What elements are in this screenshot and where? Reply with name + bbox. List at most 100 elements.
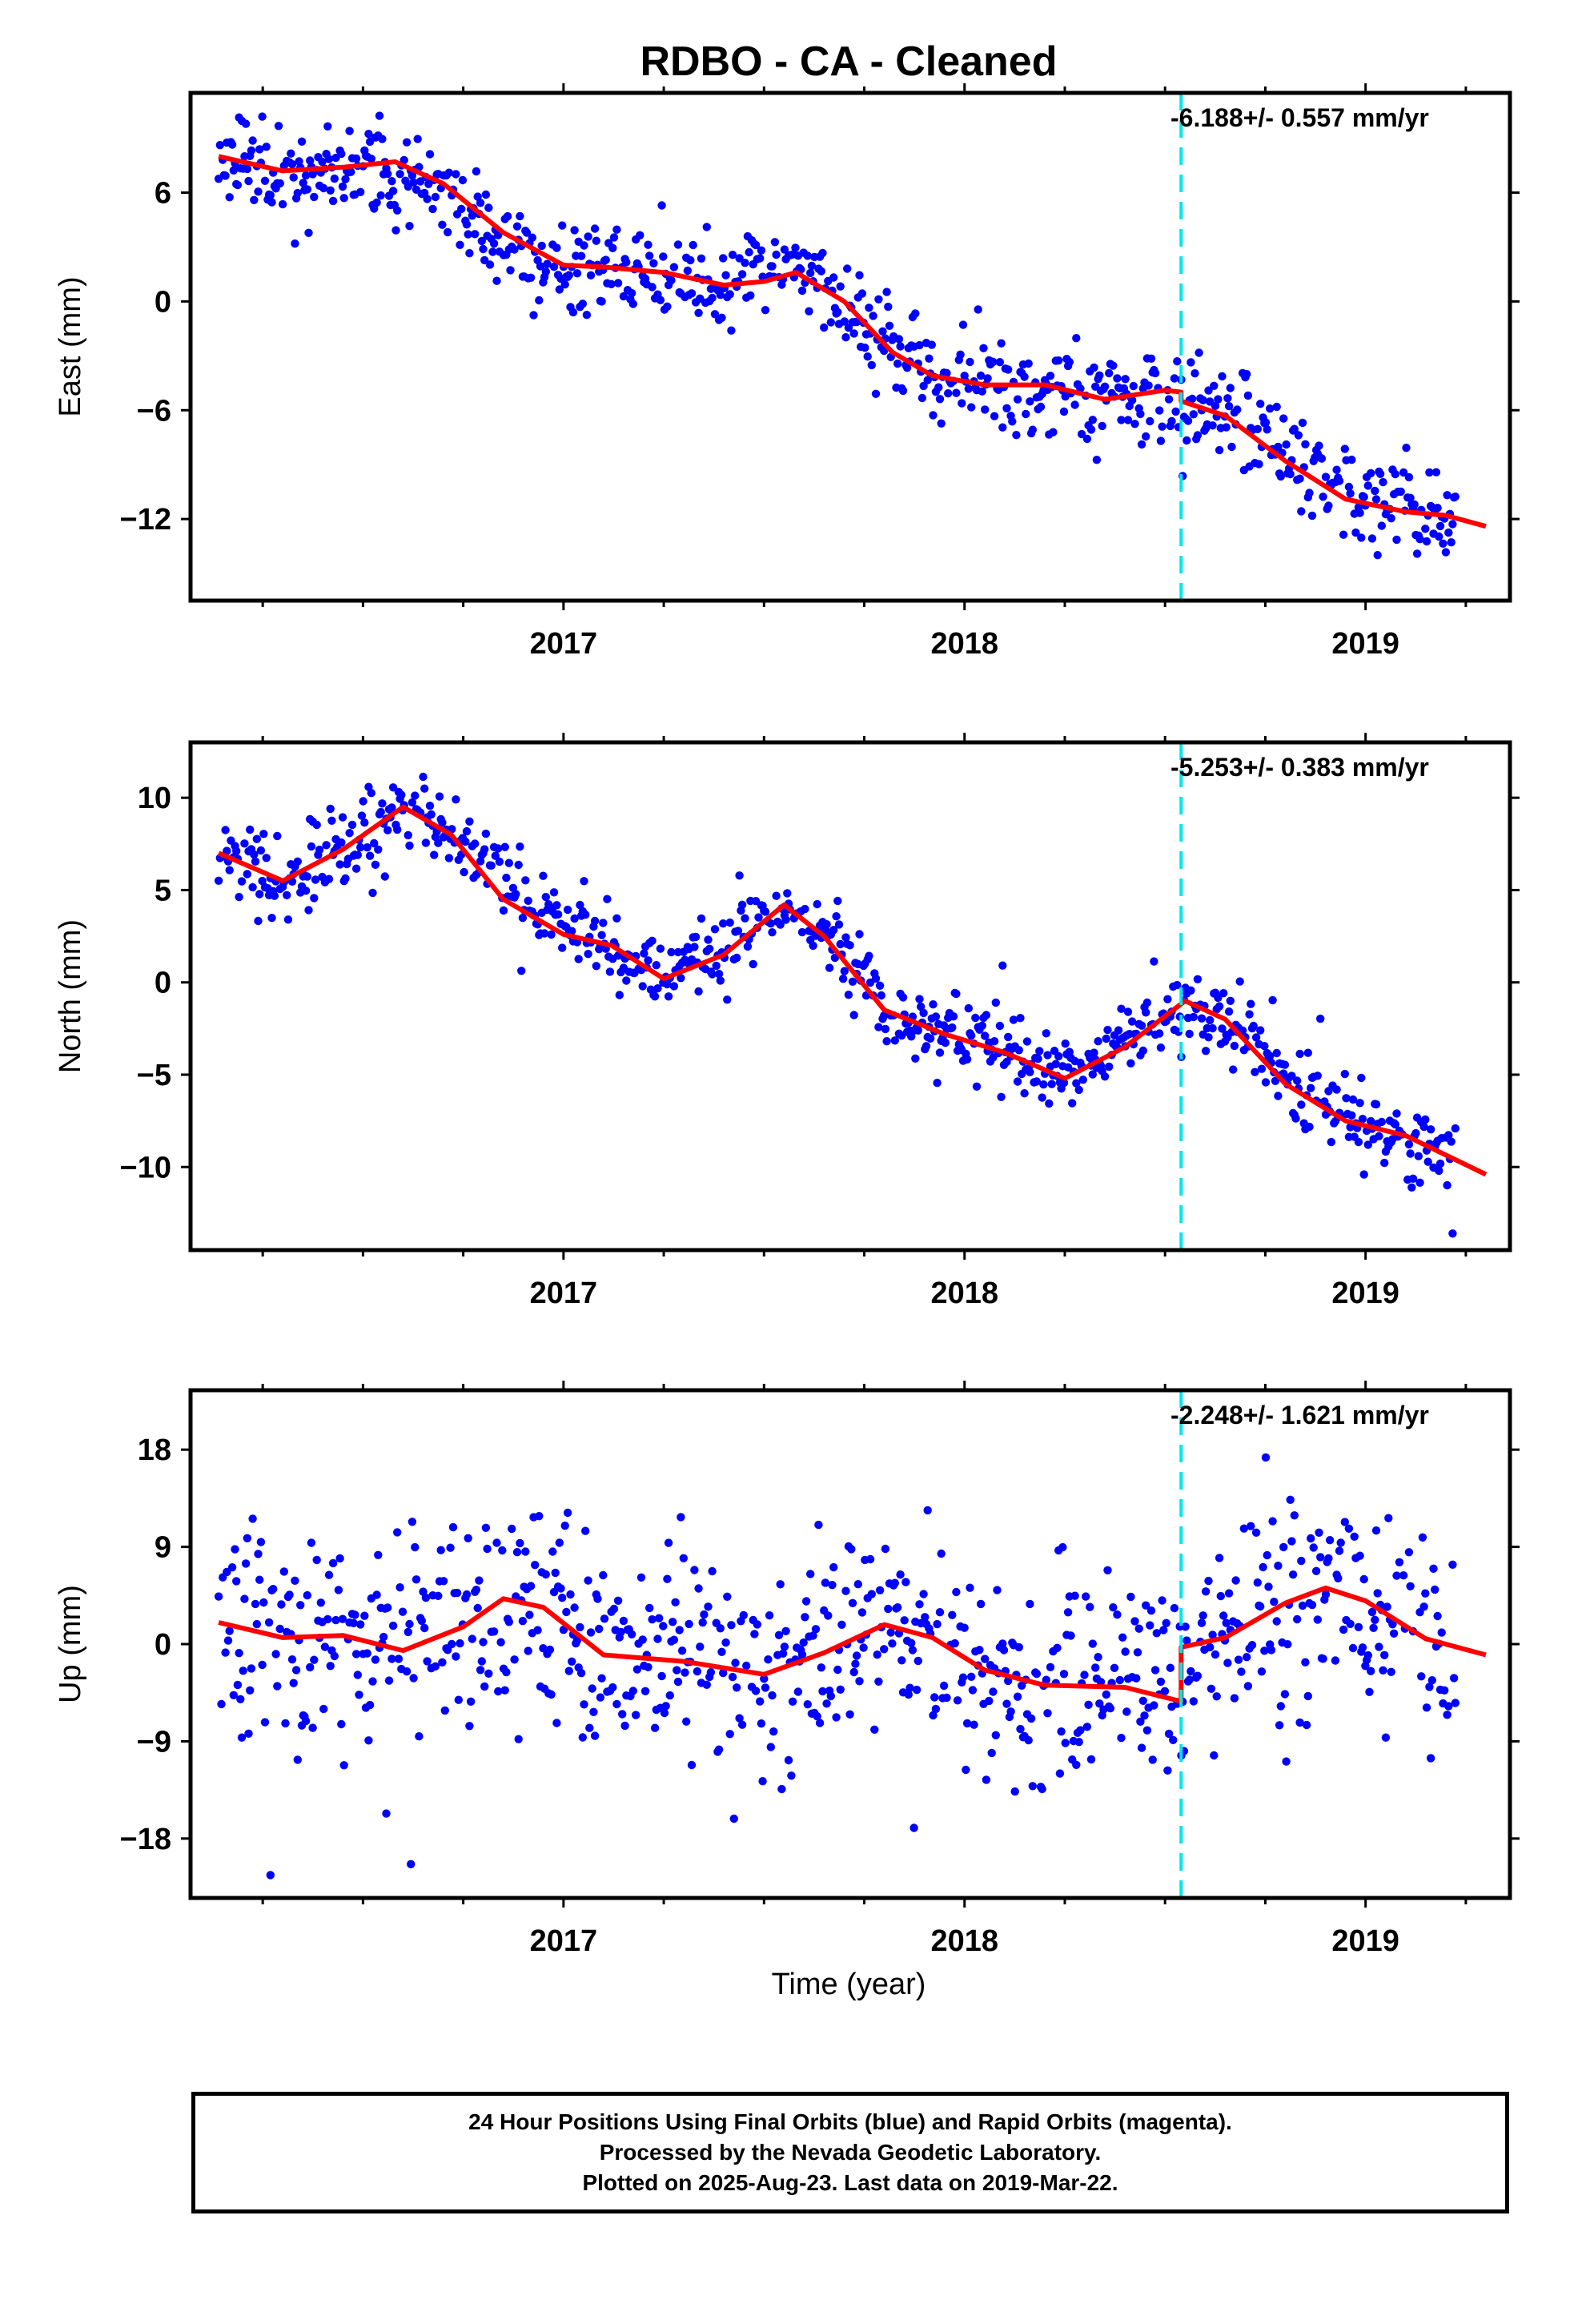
up-point [1279, 1542, 1288, 1552]
north-point [1293, 1076, 1302, 1085]
north-point [235, 892, 243, 902]
up-point [547, 1690, 556, 1699]
up-point [312, 1555, 321, 1565]
up-point [1091, 1663, 1100, 1672]
up-panel: 2017 2018 2019 18 9 0 −9 −18 Up (mm) -2.248+/- 1.… [54, 1381, 1520, 1958]
east-point [1431, 468, 1441, 476]
east-x-tick-label: 2018 [930, 627, 998, 661]
north-point [941, 1038, 950, 1047]
up-point [514, 1735, 523, 1743]
up-rate-label: -2.248+/- 1.621 mm/yr [1170, 1401, 1429, 1429]
up-y-tick-label: 18 [138, 1433, 171, 1467]
east-point [580, 241, 588, 250]
north-y-axis-label: North (mm) [54, 919, 87, 1073]
up-point [739, 1610, 748, 1620]
north-point [563, 905, 572, 915]
north-point [882, 1037, 891, 1046]
north-rate-label: -5.253+/- 0.383 mm/yr [1170, 753, 1429, 782]
east-point [1332, 465, 1341, 474]
up-point [1449, 1674, 1459, 1683]
up-point [660, 1708, 669, 1718]
north-point [1407, 1183, 1416, 1192]
up-point [494, 1687, 503, 1696]
north-model-curve [217, 804, 1488, 1177]
up-point [1140, 1711, 1149, 1720]
up-point [330, 1651, 339, 1661]
north-point [1126, 1059, 1135, 1068]
east-point [607, 279, 616, 288]
east-point [477, 236, 486, 246]
up-point [849, 1667, 858, 1677]
north-point [1142, 998, 1152, 1007]
up-point [832, 1713, 841, 1722]
up-point [664, 1538, 673, 1547]
north-point [931, 1012, 941, 1021]
up-point [596, 1693, 605, 1702]
north-point [1375, 1132, 1383, 1141]
north-point [708, 970, 717, 979]
north-point [813, 899, 821, 909]
up-point [1046, 1663, 1055, 1671]
up-point [1126, 1592, 1135, 1602]
north-point [829, 926, 838, 935]
east-point [262, 143, 271, 151]
up-point [256, 1538, 266, 1546]
north-point [919, 1008, 928, 1018]
east-point [979, 344, 988, 352]
north-point [356, 842, 365, 852]
up-point [576, 1622, 584, 1632]
east-point [958, 320, 968, 329]
north-point [1260, 1042, 1269, 1051]
east-point [310, 192, 319, 202]
up-point [1193, 1671, 1203, 1680]
north-point [1291, 1114, 1300, 1123]
north-point [1423, 1157, 1432, 1166]
up-point [1358, 1643, 1367, 1652]
east-point [1186, 358, 1195, 367]
up-point [644, 1663, 652, 1671]
east-point [1105, 368, 1114, 378]
up-point [246, 1686, 255, 1695]
north-point [1045, 1099, 1054, 1108]
up-point [1058, 1542, 1067, 1552]
east-point [803, 251, 812, 260]
north-point [421, 838, 431, 847]
east-point [1339, 530, 1348, 539]
up-point [821, 1578, 830, 1587]
up-point [326, 1662, 335, 1671]
east-point [266, 191, 275, 199]
north-point [476, 857, 485, 866]
up-point [1286, 1495, 1295, 1505]
east-point [570, 226, 579, 235]
north-point [612, 914, 621, 923]
east-point [1130, 420, 1139, 428]
up-point [788, 1697, 797, 1706]
up-point [454, 1695, 463, 1704]
up-point [231, 1545, 239, 1554]
up-point [1422, 1703, 1431, 1712]
up-point [323, 1614, 332, 1624]
east-point [1082, 434, 1092, 444]
up-point [456, 1638, 464, 1648]
east-point [1049, 428, 1058, 436]
east-point [967, 403, 976, 412]
up-point [1389, 1629, 1399, 1638]
up-point [1122, 1707, 1131, 1716]
up-point [886, 1628, 895, 1637]
east-point [383, 169, 392, 179]
north-point [933, 1079, 942, 1088]
up-point [855, 1677, 864, 1686]
east-point [250, 195, 259, 204]
north-point [719, 919, 728, 928]
up-point [383, 1603, 392, 1612]
north-point [949, 1012, 958, 1021]
up-point [481, 1523, 491, 1533]
north-point [1359, 1170, 1368, 1179]
up-plot-area [214, 1390, 1487, 1898]
north-point [491, 851, 500, 860]
up-point [251, 1599, 260, 1609]
up-point [1288, 1570, 1298, 1579]
up-point [669, 1618, 677, 1626]
north-point [845, 941, 854, 950]
north-point [312, 820, 321, 830]
